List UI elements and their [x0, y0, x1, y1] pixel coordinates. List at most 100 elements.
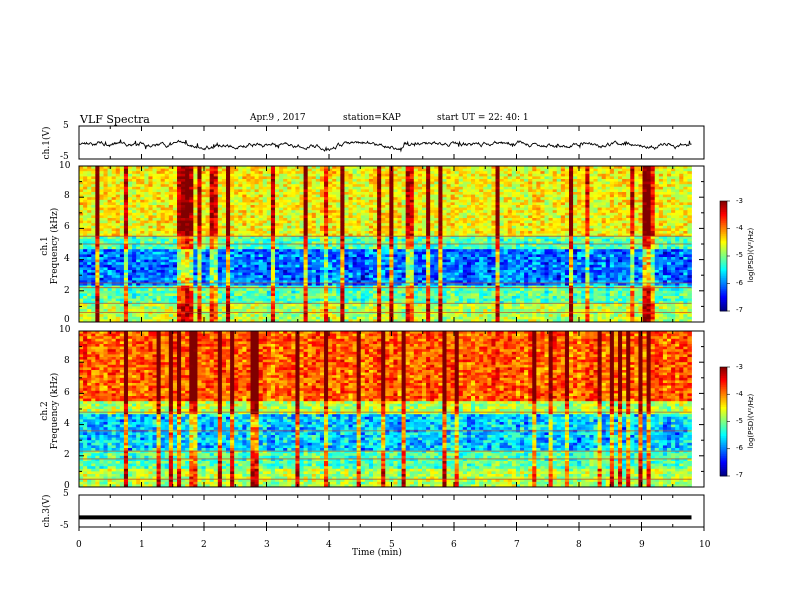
ch1-spectrogram-cell [356, 249, 362, 253]
ch1-spectrogram-cell [401, 189, 407, 193]
ch1-spectrogram-cell [95, 210, 100, 214]
ch1-spectrogram-cell [422, 176, 427, 180]
ch1-spectrogram-cell [597, 223, 603, 227]
ch1-spectrogram-cell [564, 207, 570, 211]
ch1-spectrogram-cell [503, 218, 509, 221]
ch1-spectrogram-cell [377, 189, 382, 193]
ch1-spectrogram-cell [123, 189, 129, 193]
ch1-spectrogram-cell [544, 215, 549, 219]
ch1-spectrogram-cell [507, 171, 513, 175]
ch1-spectrogram-cell [593, 238, 598, 242]
ch1-spectrogram-cell [111, 223, 117, 227]
ch1-spectrogram-cell [397, 171, 402, 175]
ch1-spectrogram-cell [103, 176, 108, 180]
ch1-spectrogram-cell [279, 215, 284, 219]
ch1-spectrogram-cell [560, 215, 566, 219]
ch1-spectrogram-cell [152, 202, 157, 206]
ch1-spectrogram-cell [103, 199, 108, 203]
ch1-spectrogram-cell [556, 171, 562, 175]
ch1-spectrogram-cell [250, 179, 255, 182]
ch1-spectrogram-cell [115, 202, 121, 206]
ch1-spectrogram-cell [475, 212, 480, 216]
ch1-spectrogram-cell [119, 171, 125, 175]
ch1-spectrogram-cell [87, 207, 92, 211]
ch1-spectrogram-cell [160, 205, 166, 208]
ch1-spectrogram-cell [336, 186, 341, 190]
ch1-spectrogram-cell [426, 215, 431, 219]
ch1-spectrogram-cell [454, 236, 460, 240]
ch1-spectrogram-cell [95, 225, 100, 229]
ch1-spectrogram-cell [103, 223, 108, 227]
ch1-spectrogram-cell [417, 192, 423, 195]
ch1-spectrogram-cell [499, 210, 505, 214]
ch1-spectrogram-cell [311, 186, 317, 190]
ch1-spectrogram-cell [552, 231, 558, 234]
ch1-spectrogram-cell [115, 186, 121, 190]
ch1-spectrogram-cell [177, 215, 182, 219]
ch1-spectrogram-cell [311, 189, 317, 193]
ch1-spectrogram-cell [654, 220, 660, 224]
ch1-spectrogram-cell [79, 249, 84, 253]
ch1-spectrogram-cell [205, 166, 211, 169]
ch1-spectrogram-cell [168, 220, 174, 224]
ch1-spectrogram-cell [569, 238, 574, 242]
ch1-spectrogram-cell [181, 173, 186, 177]
ch1-spectrogram-cell [662, 171, 668, 175]
ch1-spectrogram-cell [675, 210, 680, 214]
ch1-spectrogram-cell [258, 236, 264, 240]
ch1-spectrogram-cell [287, 223, 292, 227]
ch1-spectrogram-cell [136, 181, 141, 185]
ch1-spectrogram-cell [148, 220, 153, 224]
ch1-spectrogram-cell [315, 225, 321, 229]
ch1-spectrogram-cell [258, 233, 264, 237]
ch1-spectrogram-cell [658, 181, 664, 185]
ch1-spectrogram-cell [532, 199, 537, 203]
ch1-spectrogram-cell [479, 168, 484, 172]
ch1-spectrogram-cell [132, 246, 137, 250]
ch1-spectrogram-cell [605, 184, 611, 188]
ch1-spectrogram-cell [140, 207, 145, 211]
ch1-spectrogram-cell [287, 176, 292, 180]
ch1-spectrogram-cell [597, 166, 603, 169]
ch1-spectrogram-cell [434, 244, 439, 247]
ch1-spectrogram-cell [344, 231, 349, 234]
ch1-spectrogram-cell [544, 184, 549, 188]
ch1-spectrogram-cell [99, 173, 104, 177]
ch1-spectrogram-cell [283, 210, 288, 214]
ch1-spectrogram-cell [303, 199, 309, 203]
ch1-spectrogram-cell [368, 241, 374, 245]
ch1-spectrogram-cell [287, 241, 292, 245]
ch1-spectrogram-cell [613, 189, 619, 193]
ch1-spectrogram-cell [193, 205, 198, 208]
ch1-spectrogram-cell [503, 207, 509, 211]
ch1-spectrogram-cell [667, 220, 672, 224]
ch1-spectrogram-cell [593, 184, 598, 188]
ch1-spectrogram-cell [687, 244, 692, 247]
ch1-spectrogram-cell [279, 199, 284, 203]
ch1-spectrogram-cell [687, 199, 692, 203]
ch1-spectrogram-cell [564, 249, 570, 253]
ch1-spectrogram-cell [91, 202, 96, 206]
ch1-spectrogram-cell [148, 233, 153, 237]
ch1-spectrogram-cell [103, 171, 108, 175]
ch1-spectrogram-cell [597, 238, 603, 242]
ch1-spectrogram-cell [413, 236, 419, 240]
ch1-spectrogram-cell [258, 244, 264, 247]
ch1-spectrogram-cell [675, 192, 680, 195]
ch1-spectrogram-cell [295, 207, 300, 211]
ch1-spectrogram-cell [613, 231, 619, 234]
ch1-spectrogram-cell [189, 181, 194, 185]
ch1-spectrogram-cell [426, 168, 431, 172]
ch1-spectrogram-cell [618, 192, 623, 195]
ch1-spectrogram-cell [270, 220, 276, 224]
ch1-spectrogram-cell [344, 171, 349, 175]
ch1-spectrogram-cell [234, 192, 239, 195]
ch1-spectrogram-cell [87, 179, 92, 182]
ch1-spectrogram-cell [683, 181, 688, 185]
ch1-spectrogram-cell [258, 231, 264, 234]
ch1-spectrogram-cell [662, 199, 668, 203]
ch1-spectrogram-cell [148, 236, 153, 240]
ch1-spectrogram-cell [336, 184, 341, 188]
ch1-spectrogram-cell [299, 176, 304, 180]
ch1-spectrogram-cell [556, 205, 562, 208]
